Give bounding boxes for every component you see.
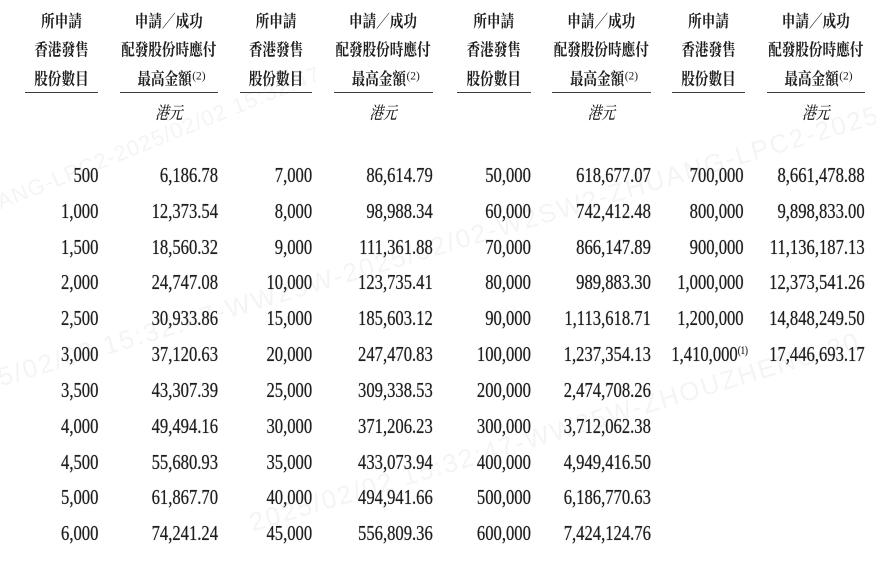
svg-text:(2): (2) <box>406 71 420 83</box>
svg-text:(2): (2) <box>192 71 206 83</box>
svg-text:(2): (2) <box>839 71 853 83</box>
svg-text:(2): (2) <box>625 71 639 83</box>
